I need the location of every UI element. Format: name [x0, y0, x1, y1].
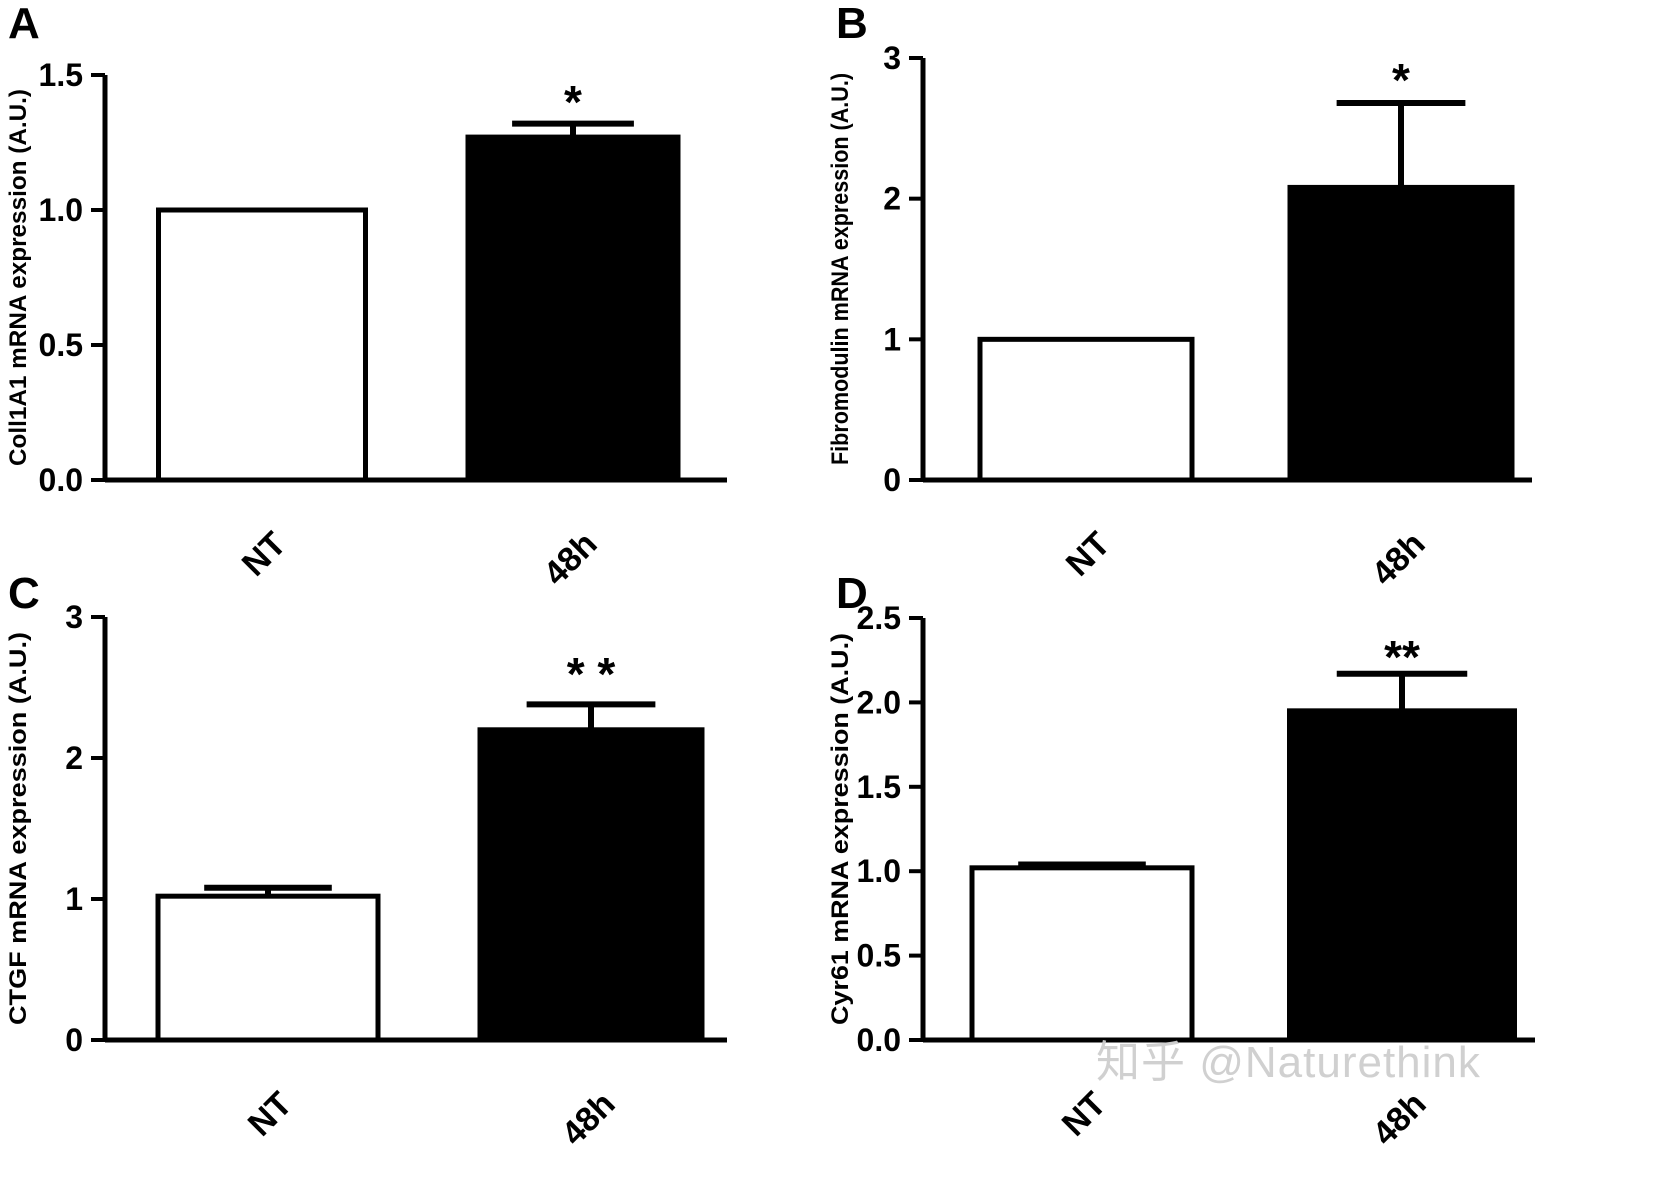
y-tick-label: 0.0	[39, 462, 83, 498]
panel-D: D Cyr61 mRNA expression (A.U.)0.0 0.5 1.0 1.…	[827, 569, 1535, 1153]
panel-letter: C	[8, 569, 40, 618]
panel-B: B Fibromodulin mRNA expression (A.U.) 0 1 2 3…	[827, 0, 1532, 593]
x-category-label: 48h	[554, 1085, 622, 1153]
y-axis-label: Cyr61 mRNA expression (A.U.)	[827, 633, 854, 1025]
significance-stars: *	[564, 76, 582, 128]
bar-48h	[477, 727, 705, 1043]
y-tick-label: 3	[65, 599, 83, 635]
y-tick-label: 1.0	[857, 853, 901, 889]
y-tick-label: 2.5	[857, 600, 901, 636]
panel-A: A Coll1A1 mRNA expression (A.U.) 0.0 0.5 1.0…	[5, 0, 727, 593]
panel-C: C CTGF mRNA expression (A.U.) 0 1 2 3 NT 48h * *	[5, 569, 727, 1153]
bar-NT	[156, 207, 368, 483]
y-tick-label: 3	[883, 40, 901, 76]
significance-stars: **	[1384, 631, 1420, 683]
x-category-label: NT	[1055, 1085, 1114, 1144]
bar-48h	[1287, 708, 1517, 1043]
x-category-label: 48h	[1365, 1085, 1433, 1153]
y-tick-label: 0.5	[857, 938, 901, 974]
x-category-label: 48h	[1364, 525, 1432, 593]
panel-letter: A	[8, 0, 40, 48]
significance-stars: *	[1392, 54, 1410, 106]
x-category-label: NT	[241, 1085, 300, 1144]
y-tick-label: 1	[883, 321, 901, 357]
x-category-label: NT	[235, 525, 294, 584]
y-tick-label: 2	[65, 740, 83, 776]
y-axis-label: Fibromodulin mRNA expression (A.U.)	[827, 73, 854, 465]
y-tick-label: 0.5	[39, 327, 83, 363]
y-tick-label: 1.5	[857, 769, 901, 805]
panel-letter: B	[836, 0, 868, 48]
y-tick-label: 2	[883, 181, 901, 217]
panel-letter: D	[836, 569, 868, 618]
y-tick-label: 0.0	[857, 1022, 901, 1058]
x-category-label: 48h	[536, 525, 604, 593]
y-tick-label: 0	[883, 462, 901, 498]
y-tick-label: 1	[65, 881, 83, 917]
y-axis-label: CTGF mRNA expression (A.U.)	[5, 632, 32, 1025]
y-tick-label: 2.0	[857, 684, 901, 720]
significance-stars: * *	[567, 648, 616, 700]
bar-48h	[1287, 184, 1515, 483]
y-axis-label: Coll1A1 mRNA expression (A.U.)	[5, 89, 32, 466]
x-category-label: NT	[1059, 525, 1118, 584]
bar-NT	[969, 865, 1195, 1043]
bar-NT	[977, 336, 1195, 483]
bar-NT	[155, 893, 381, 1043]
y-tick-label: 1.5	[39, 57, 83, 93]
y-tick-label: 1.0	[39, 192, 83, 228]
y-tick-label: 0	[65, 1022, 83, 1058]
bar-48h	[465, 134, 681, 483]
